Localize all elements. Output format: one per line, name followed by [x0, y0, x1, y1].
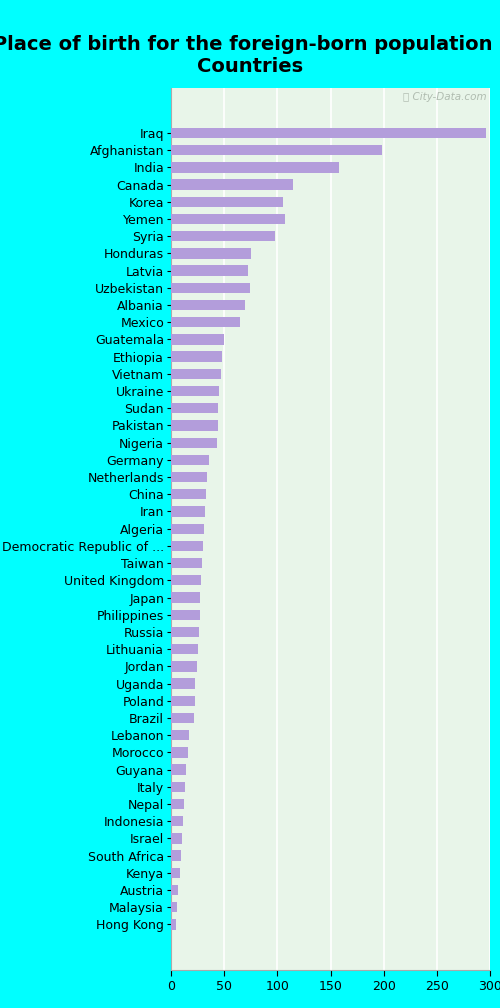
Bar [171, 868, 179, 878]
Bar [171, 248, 251, 259]
Bar [171, 540, 203, 551]
Bar [171, 593, 200, 603]
Bar [171, 798, 184, 809]
Bar [171, 386, 219, 396]
Bar [171, 197, 282, 207]
Bar [171, 455, 209, 465]
Bar [171, 730, 189, 740]
Bar [171, 661, 196, 671]
Bar [171, 678, 196, 688]
Bar [171, 214, 285, 224]
Bar [171, 128, 486, 138]
Bar [171, 472, 207, 482]
Bar [171, 644, 198, 654]
Bar [171, 369, 221, 379]
Bar [171, 403, 218, 413]
Bar [171, 231, 275, 241]
Bar [171, 523, 204, 534]
Bar [171, 437, 216, 448]
Bar [171, 162, 339, 172]
Bar [171, 318, 240, 328]
Bar [171, 764, 186, 775]
Bar [171, 816, 182, 827]
Bar [171, 885, 178, 895]
Text: ⓘ City-Data.com: ⓘ City-Data.com [403, 92, 487, 102]
Bar [171, 781, 185, 792]
Bar [171, 506, 205, 517]
Bar [171, 282, 250, 293]
Bar [171, 558, 202, 569]
Bar [171, 834, 181, 844]
Text: Place of birth for the foreign-born population -
Countries: Place of birth for the foreign-born popu… [0, 35, 500, 77]
Bar [171, 265, 248, 276]
Bar [171, 420, 218, 430]
Bar [171, 627, 198, 637]
Bar [171, 610, 200, 620]
Bar [171, 489, 206, 499]
Bar [171, 335, 224, 345]
Bar [171, 713, 194, 723]
Bar [171, 851, 180, 861]
Bar [171, 299, 246, 310]
Bar [171, 919, 176, 929]
Bar [171, 696, 196, 706]
Bar [171, 576, 201, 586]
Bar [171, 145, 382, 155]
Bar [171, 902, 177, 912]
Bar [171, 747, 188, 758]
Bar [171, 352, 222, 362]
Bar [171, 179, 294, 190]
